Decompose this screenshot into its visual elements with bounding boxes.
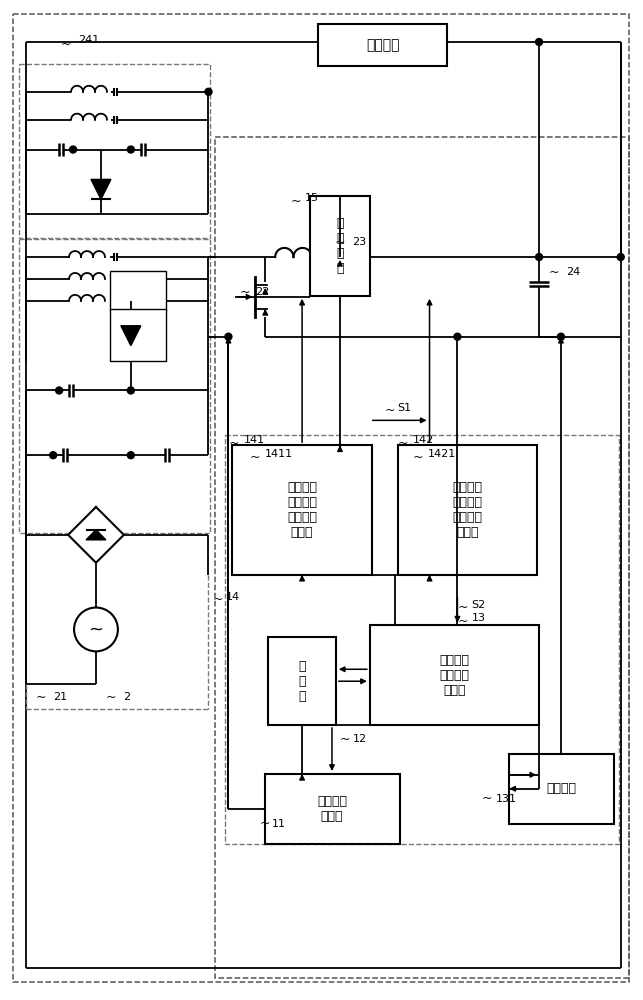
Text: ~: ~ [250,451,260,464]
Text: S2: S2 [471,600,485,610]
Bar [266,774,400,844]
Circle shape [127,452,134,459]
Circle shape [617,254,624,261]
Text: 开启时间
查表单元
第一对应
关系表: 开启时间 查表单元 第一对应 关系表 [287,481,317,539]
Text: 驱
动
模
块: 驱 动 模 块 [336,217,343,275]
Text: ~: ~ [457,615,467,628]
Circle shape [74,608,118,651]
Text: ~: ~ [212,593,222,606]
Text: ~: ~ [457,601,467,614]
Text: 11: 11 [272,819,286,829]
Text: ~: ~ [397,437,408,450]
Polygon shape [68,507,124,563]
Bar [509,754,613,824]
Text: 23: 23 [352,237,366,247]
Polygon shape [91,179,111,199]
Bar [110,309,166,361]
Text: 控制模块
时间变数
对照表: 控制模块 时间变数 对照表 [439,654,469,697]
Text: ~: ~ [228,437,239,450]
Polygon shape [86,530,106,540]
Text: 12: 12 [353,734,367,744]
Text: 24: 24 [566,267,580,277]
Bar [370,625,539,725]
Circle shape [225,333,232,340]
Text: S1: S1 [397,403,412,413]
Polygon shape [121,326,141,346]
Circle shape [454,333,461,340]
Circle shape [69,146,77,153]
Text: 142: 142 [413,435,434,445]
Circle shape [557,333,565,340]
Circle shape [127,387,134,394]
Text: ~: ~ [260,817,271,830]
Bar [215,137,629,978]
Circle shape [205,88,212,95]
Circle shape [536,39,543,45]
Circle shape [127,146,134,153]
Bar [19,239,210,533]
Text: ~: ~ [340,732,350,745]
Text: ~: ~ [240,285,251,298]
Bar [232,445,372,575]
Text: 13: 13 [471,613,485,623]
Circle shape [50,452,57,459]
Text: ~: ~ [548,265,559,278]
Bar [318,24,448,66]
Bar [19,64,210,238]
Bar [226,435,619,844]
Text: ~: ~ [291,195,302,208]
Text: ~: ~ [412,451,423,464]
Text: 滤
波
器: 滤 波 器 [298,660,306,703]
Circle shape [536,254,543,261]
Text: 141: 141 [243,435,264,445]
Text: 22: 22 [255,287,269,297]
Text: 模拟数字
转换器: 模拟数字 转换器 [317,795,347,823]
Bar [397,445,537,575]
Bar [110,271,166,311]
Text: 21: 21 [53,692,68,702]
Circle shape [56,387,62,394]
Text: ~: ~ [105,691,116,704]
Text: ~: ~ [482,792,493,805]
Text: 关闭时间
查表单元
第二对应
关系表: 关闭时间 查表单元 第二对应 关系表 [453,481,482,539]
Text: ~: ~ [334,236,345,249]
Text: ~: ~ [89,620,104,638]
Text: 反馈电路: 反馈电路 [366,38,399,52]
Bar [310,196,370,296]
Text: 14: 14 [226,592,240,602]
Text: ~: ~ [385,404,395,417]
Text: 2: 2 [123,692,130,702]
Text: 241: 241 [78,35,99,45]
Text: 补偿电路: 补偿电路 [546,782,576,795]
Text: 15: 15 [305,193,319,203]
Bar [268,637,336,725]
Text: 1411: 1411 [266,449,293,459]
Text: 1421: 1421 [428,449,456,459]
Text: ~: ~ [61,37,71,50]
Text: 131: 131 [496,794,517,804]
Text: ~: ~ [36,691,46,704]
